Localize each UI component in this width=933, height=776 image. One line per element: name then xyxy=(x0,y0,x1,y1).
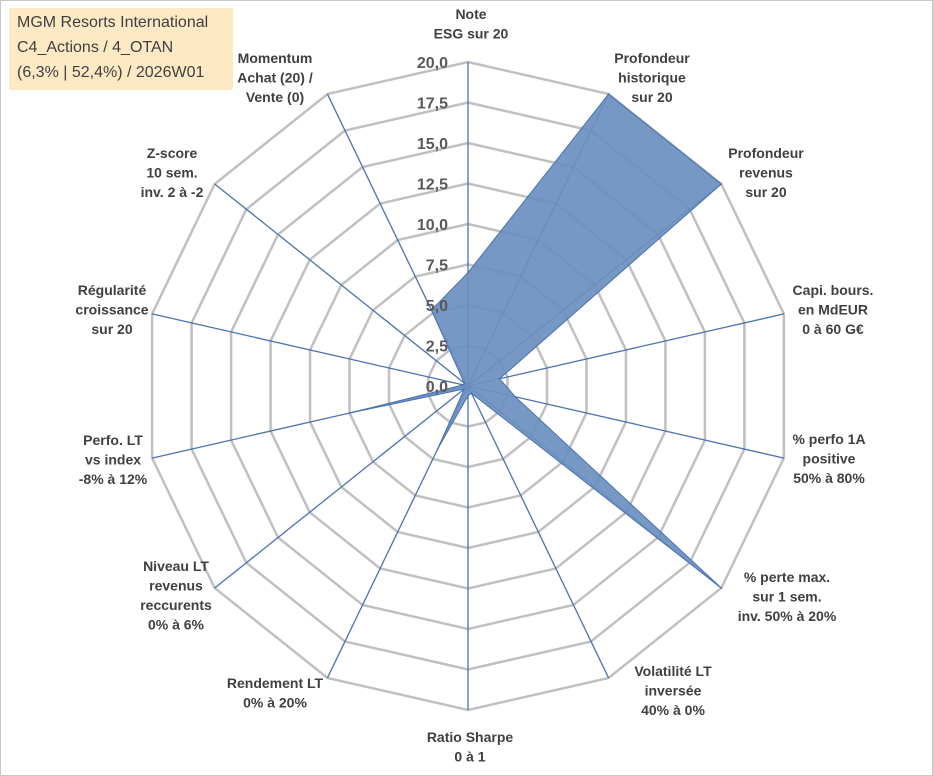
data-point xyxy=(467,394,469,397)
portfolio-path: C4_Actions / 4_OTAN xyxy=(17,39,174,56)
tick-label: 5,0 xyxy=(426,298,448,315)
performance-summary: (6,3% | 52,4%) / 2026W01 xyxy=(17,64,205,81)
data-point xyxy=(720,183,723,185)
company-name: MGM Resorts International xyxy=(17,14,209,31)
axis-label: % perfo 1A positive 50% à 80% xyxy=(792,431,865,486)
tick-label: 0,0 xyxy=(426,379,448,396)
axis-label: Capi. bours. en MdEUR 0 à 60 G€ xyxy=(793,282,874,337)
tick-label: 7,5 xyxy=(426,258,448,275)
data-point xyxy=(462,384,465,386)
axis-label: Profondeur revenus sur 20 xyxy=(728,145,804,200)
axis-spoke xyxy=(151,313,469,387)
tick-label: 17,5 xyxy=(417,96,448,113)
data-point xyxy=(720,587,723,589)
axis-spoke xyxy=(214,183,469,387)
axis-label: Note ESG sur 20 xyxy=(434,6,509,42)
axis-label: Z-score 10 sem. inv. 2 à -2 xyxy=(141,145,204,200)
chart-title-box: MGM Resorts International C4_Actions / 4… xyxy=(9,8,233,90)
radial-tick-labels: 0,0 2,5 5,0 7,5 10,0 12,5 15,0 17,5 20,0 xyxy=(417,55,448,396)
data-point xyxy=(436,447,439,450)
axis-label: Rendement LT 0% à 20% xyxy=(227,675,324,711)
tick-label: 20,0 xyxy=(417,55,448,72)
data-point xyxy=(463,388,466,390)
data-point xyxy=(498,377,501,380)
axis-labels: Note ESG sur 20 Profondeur historique sur 20… xyxy=(75,6,873,765)
axis-spoke xyxy=(467,385,610,679)
axis-label: % perte max. sur 1 sem. inv. 50% à 20% xyxy=(738,569,837,624)
axis-label: Ratio Sharpe 0 à 1 xyxy=(427,729,514,765)
data-point xyxy=(430,309,433,311)
axis-label: Volatilité LT inversée 40% à 0% xyxy=(634,663,712,718)
tick-label: 15,0 xyxy=(417,136,448,153)
data-point xyxy=(607,93,610,95)
radar-series xyxy=(348,93,723,589)
axis-spoke xyxy=(214,385,469,589)
axis-spoke xyxy=(467,385,785,459)
data-point xyxy=(463,382,466,384)
data-point xyxy=(348,412,351,414)
axis-spoke xyxy=(467,313,785,387)
tick-label: 12,5 xyxy=(417,177,448,194)
data-point xyxy=(514,396,517,398)
axis-label: Momentum Achat (20) / Vente (0) xyxy=(237,50,313,105)
data-point xyxy=(470,392,473,395)
axis-label: Niveau LT revenus reccurents 0% à 6% xyxy=(140,558,212,633)
tick-label: 10,0 xyxy=(417,217,448,234)
tick-label: 2,5 xyxy=(426,339,448,356)
axis-label: Régularité croissance sur 20 xyxy=(75,282,148,337)
axis-label: Perfo. LT vs index -8% à 12% xyxy=(79,432,148,487)
axis-label: Profondeur historique sur 20 xyxy=(614,50,690,105)
data-point xyxy=(467,271,469,274)
